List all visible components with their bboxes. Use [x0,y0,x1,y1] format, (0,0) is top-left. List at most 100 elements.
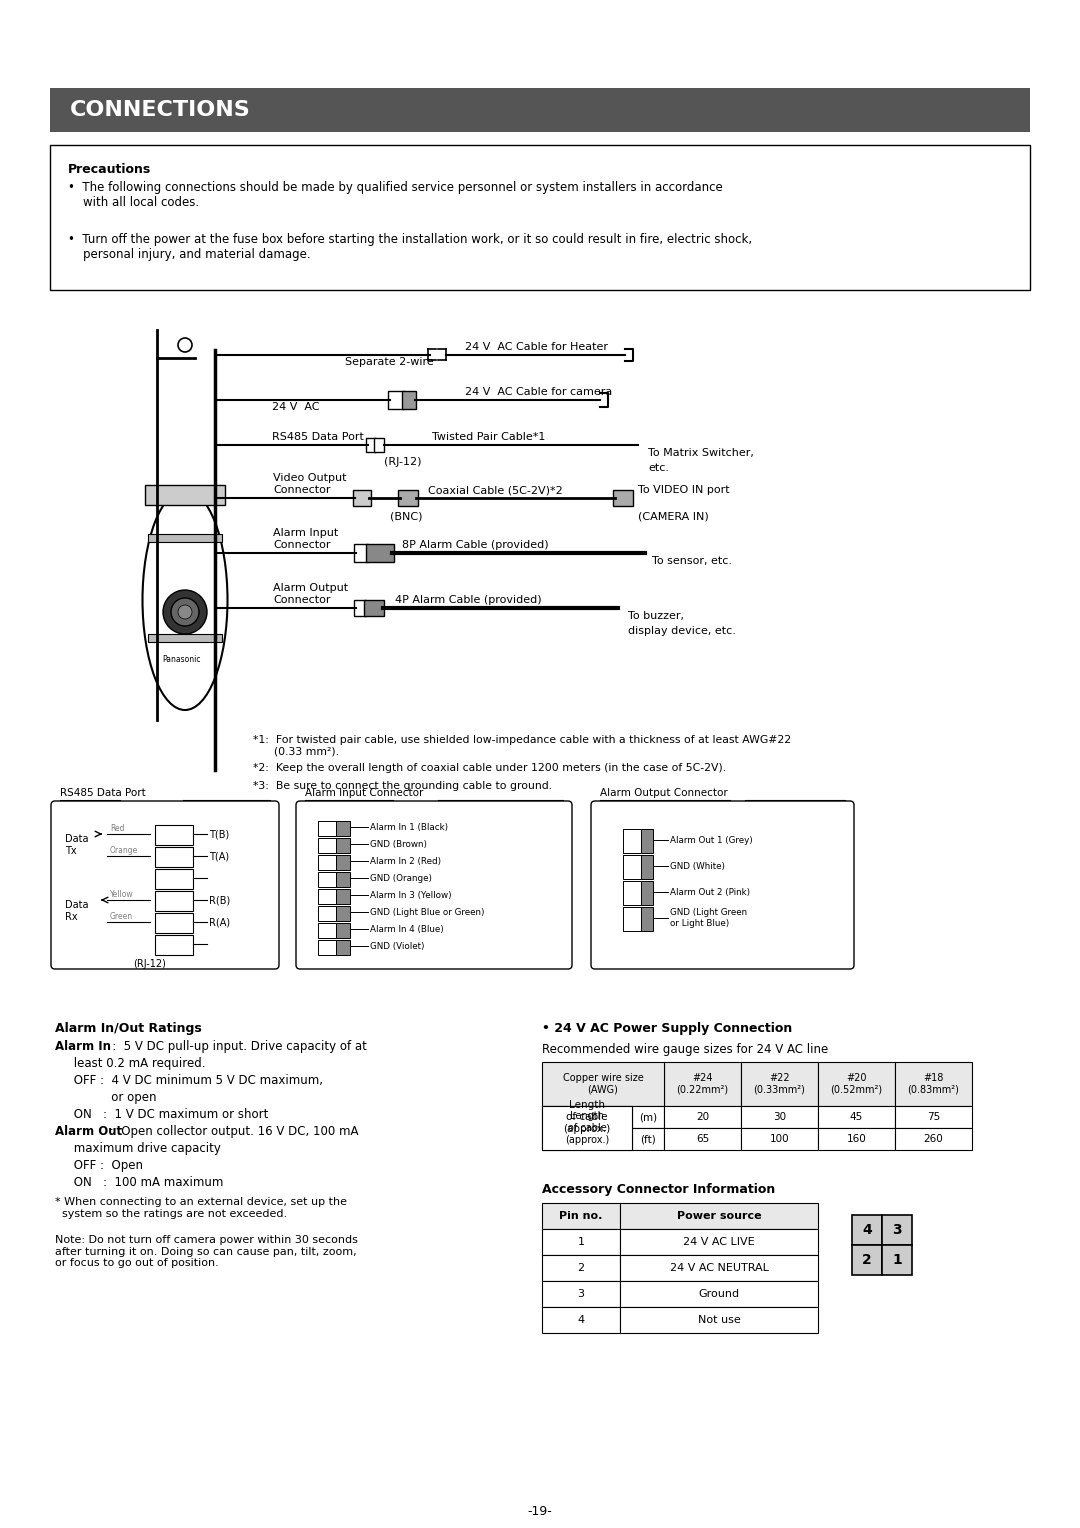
Text: Data
Tx: Data Tx [65,834,89,856]
Text: Connector: Connector [273,594,330,605]
Text: #18
(0.83mm²): #18 (0.83mm²) [907,1073,959,1094]
Circle shape [178,605,192,619]
Text: RS485 Data Port: RS485 Data Port [272,432,364,442]
Text: 4: 4 [862,1222,872,1238]
Bar [741,1106,818,1128]
Bar [623,856,642,879]
Bar [882,1245,912,1274]
Text: Alarm Out: Alarm Out [55,1125,122,1138]
Bar [620,1280,818,1306]
Text: GND (Light Blue or Green): GND (Light Blue or Green) [370,908,485,917]
Text: 260: 260 [923,1134,943,1144]
Text: #22
(0.33mm²): #22 (0.33mm²) [754,1073,806,1094]
Text: Orange: Orange [110,847,138,856]
Bar [148,634,222,642]
Text: GND (Light Green
or Light Blue): GND (Light Green or Light Blue) [670,908,747,927]
Text: Alarm In 1 (Black): Alarm In 1 (Black) [370,822,448,831]
Text: Alarm Output: Alarm Output [273,584,348,593]
Bar [318,872,336,886]
Bar [318,906,336,921]
Text: * When connecting to an external device, set up the
  system so the ratings are : * When connecting to an external device,… [55,1196,347,1219]
Bar [623,882,642,905]
Text: Alarm Out 2 (Pink): Alarm Out 2 (Pink) [670,888,751,897]
Text: Accessory Connector Information: Accessory Connector Information [542,1183,775,1196]
FancyBboxPatch shape [296,801,572,969]
Text: R(B): R(B) [210,895,230,905]
Text: display device, etc.: display device, etc. [627,626,735,636]
Text: Red: Red [110,824,124,833]
Text: Length
of cable
(approx.): Length of cable (approx.) [564,1100,610,1134]
Bar [741,1128,818,1151]
Text: GND (Violet): GND (Violet) [370,941,424,950]
Text: Recommended wire gauge sizes for 24 V AC line: Recommended wire gauge sizes for 24 V AC… [542,1044,828,1056]
Bar [895,1128,972,1151]
Text: Length
of cable
(approx.): Length of cable (approx.) [565,1111,609,1144]
Text: Panasonic: Panasonic [162,656,201,665]
Bar [741,1062,818,1106]
Text: Data
Rx: Data Rx [65,900,89,921]
Bar [542,1106,632,1128]
Bar [318,837,336,853]
Text: RS485 Data Port: RS485 Data Port [60,788,146,798]
Text: 45: 45 [850,1112,863,1122]
Bar [895,1062,972,1106]
Text: •  Turn off the power at the fuse box before starting the installation work, or : • Turn off the power at the fuse box bef… [68,232,752,261]
Bar [318,940,336,955]
Bar [620,1229,818,1254]
Bar [336,837,350,853]
Bar [818,1128,895,1151]
Bar [542,1229,620,1254]
Text: Twisted Pair Cable*1: Twisted Pair Cable*1 [432,432,545,442]
Bar [156,825,193,845]
Text: Pin no.: Pin no. [559,1212,603,1221]
Bar [318,821,336,836]
Bar [542,1106,632,1151]
Text: T(B): T(B) [210,830,229,839]
Bar [642,830,653,853]
Bar [156,914,193,934]
Bar [852,1245,882,1274]
Text: Not use: Not use [698,1316,741,1325]
Text: GND (Orange): GND (Orange) [370,874,432,883]
Bar [620,1254,818,1280]
Bar [318,856,336,869]
Bar [623,830,642,853]
Text: *3:  Be sure to connect the grounding cable to ground.: *3: Be sure to connect the grounding cab… [253,781,552,792]
Bar [156,935,193,955]
Text: #24
(0.22mm²): #24 (0.22mm²) [676,1073,729,1094]
Bar [632,1128,664,1151]
Bar [156,847,193,866]
Bar [336,940,350,955]
Text: 4P Alarm Cable (provided): 4P Alarm Cable (provided) [395,594,542,605]
Text: 3: 3 [578,1290,584,1299]
Text: 24 V AC NEUTRAL: 24 V AC NEUTRAL [670,1264,769,1273]
Bar [818,1106,895,1128]
Text: 2: 2 [578,1264,584,1273]
Bar [895,1106,972,1128]
Text: Coaxial Cable (5C-2V)*2: Coaxial Cable (5C-2V)*2 [428,484,563,495]
Bar [542,1306,620,1332]
Text: (ft): (ft) [640,1134,656,1144]
Bar [336,889,350,905]
Text: Yellow: Yellow [110,889,134,898]
Bar [542,1062,664,1106]
Text: (m): (m) [639,1112,657,1122]
Bar [366,544,394,562]
Text: Copper wire size
(AWG): Copper wire size (AWG) [563,1073,644,1094]
Text: To sensor, etc.: To sensor, etc. [652,556,732,565]
Bar [336,906,350,921]
Bar [542,1280,620,1306]
Bar [50,145,1030,290]
Bar [882,1215,912,1245]
Text: R(A): R(A) [210,917,230,927]
Bar [366,439,376,452]
Text: GND (Brown): GND (Brown) [370,839,427,848]
Bar [336,821,350,836]
Text: OFF :  4 V DC minimum 5 V DC maximum,: OFF : 4 V DC minimum 5 V DC maximum, [55,1074,323,1086]
Text: #20
(0.52mm²): #20 (0.52mm²) [831,1073,882,1094]
Text: To Matrix Switcher,: To Matrix Switcher, [648,448,754,458]
Text: (CAMERA IN): (CAMERA IN) [638,510,708,521]
Bar [318,923,336,938]
Text: 20: 20 [696,1112,710,1122]
Bar [542,1203,620,1229]
